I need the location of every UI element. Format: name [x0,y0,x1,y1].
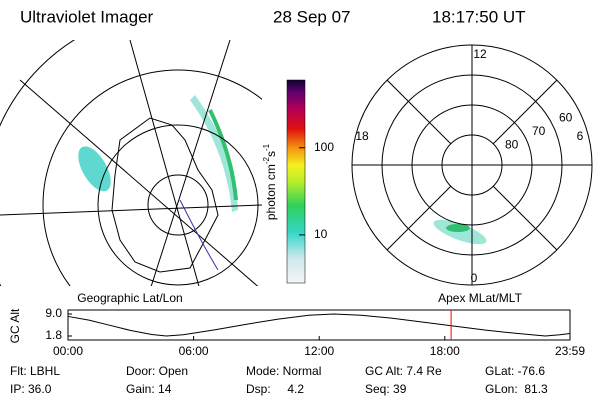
lat-label: 60 [559,111,573,125]
mlt-label: 12 [473,47,487,61]
mlt-line [386,79,452,145]
title: Ultraviolet Imager [20,7,154,26]
mlt-line [386,185,452,251]
info-field: GLat: -76.6 [485,364,545,378]
x-tick-label: 12:00 [304,344,334,358]
x-tick-label: 23:59 [555,344,585,358]
info-field: Seq: 39 [365,382,407,396]
lat-label: 70 [532,124,546,138]
mlt-line [492,185,558,251]
mlt-line [492,79,558,145]
mlt-label: 18 [355,129,369,143]
colorbar-tick-label: 100 [314,140,334,154]
date: 28 Sep 07 [273,7,351,26]
mag-label: Apex MLat/MLT [438,291,522,305]
geo-map [0,40,262,286]
info-field: GC Alt: 7.4 Re [365,364,442,378]
info-field: Flt: LBHL [10,364,60,378]
geo-label: Geographic Lat/Lon [77,291,182,305]
colorbar-label: photon cm-2s-1 [262,143,278,220]
info-field: Gain: 14 [126,382,172,396]
colorbar [286,79,306,284]
info-field: Mode: Normal [246,364,321,378]
info-field: GLon: 81.3 [485,382,548,396]
mlt-label: 0 [471,271,478,285]
info-field: IP: 36.0 [10,382,52,396]
mlt-label: 6 [577,129,584,143]
x-tick-label: 18:00 [430,344,460,358]
colorbar-tick-label: 10 [314,227,328,241]
lat-label: 80 [505,138,519,152]
time: 18:17:50 UT [432,7,526,26]
x-tick-label: 00:00 [53,344,83,358]
x-tick-label: 06:00 [179,344,209,358]
y-tick-label: 9.0 [45,306,62,320]
altitude-curve [67,313,571,337]
info-field: Door: Open [126,364,188,378]
info-field: Dsp: 4.2 [246,382,304,396]
y-axis-label: GC Alt [8,308,22,343]
y-tick-label: 1.8 [45,328,62,342]
